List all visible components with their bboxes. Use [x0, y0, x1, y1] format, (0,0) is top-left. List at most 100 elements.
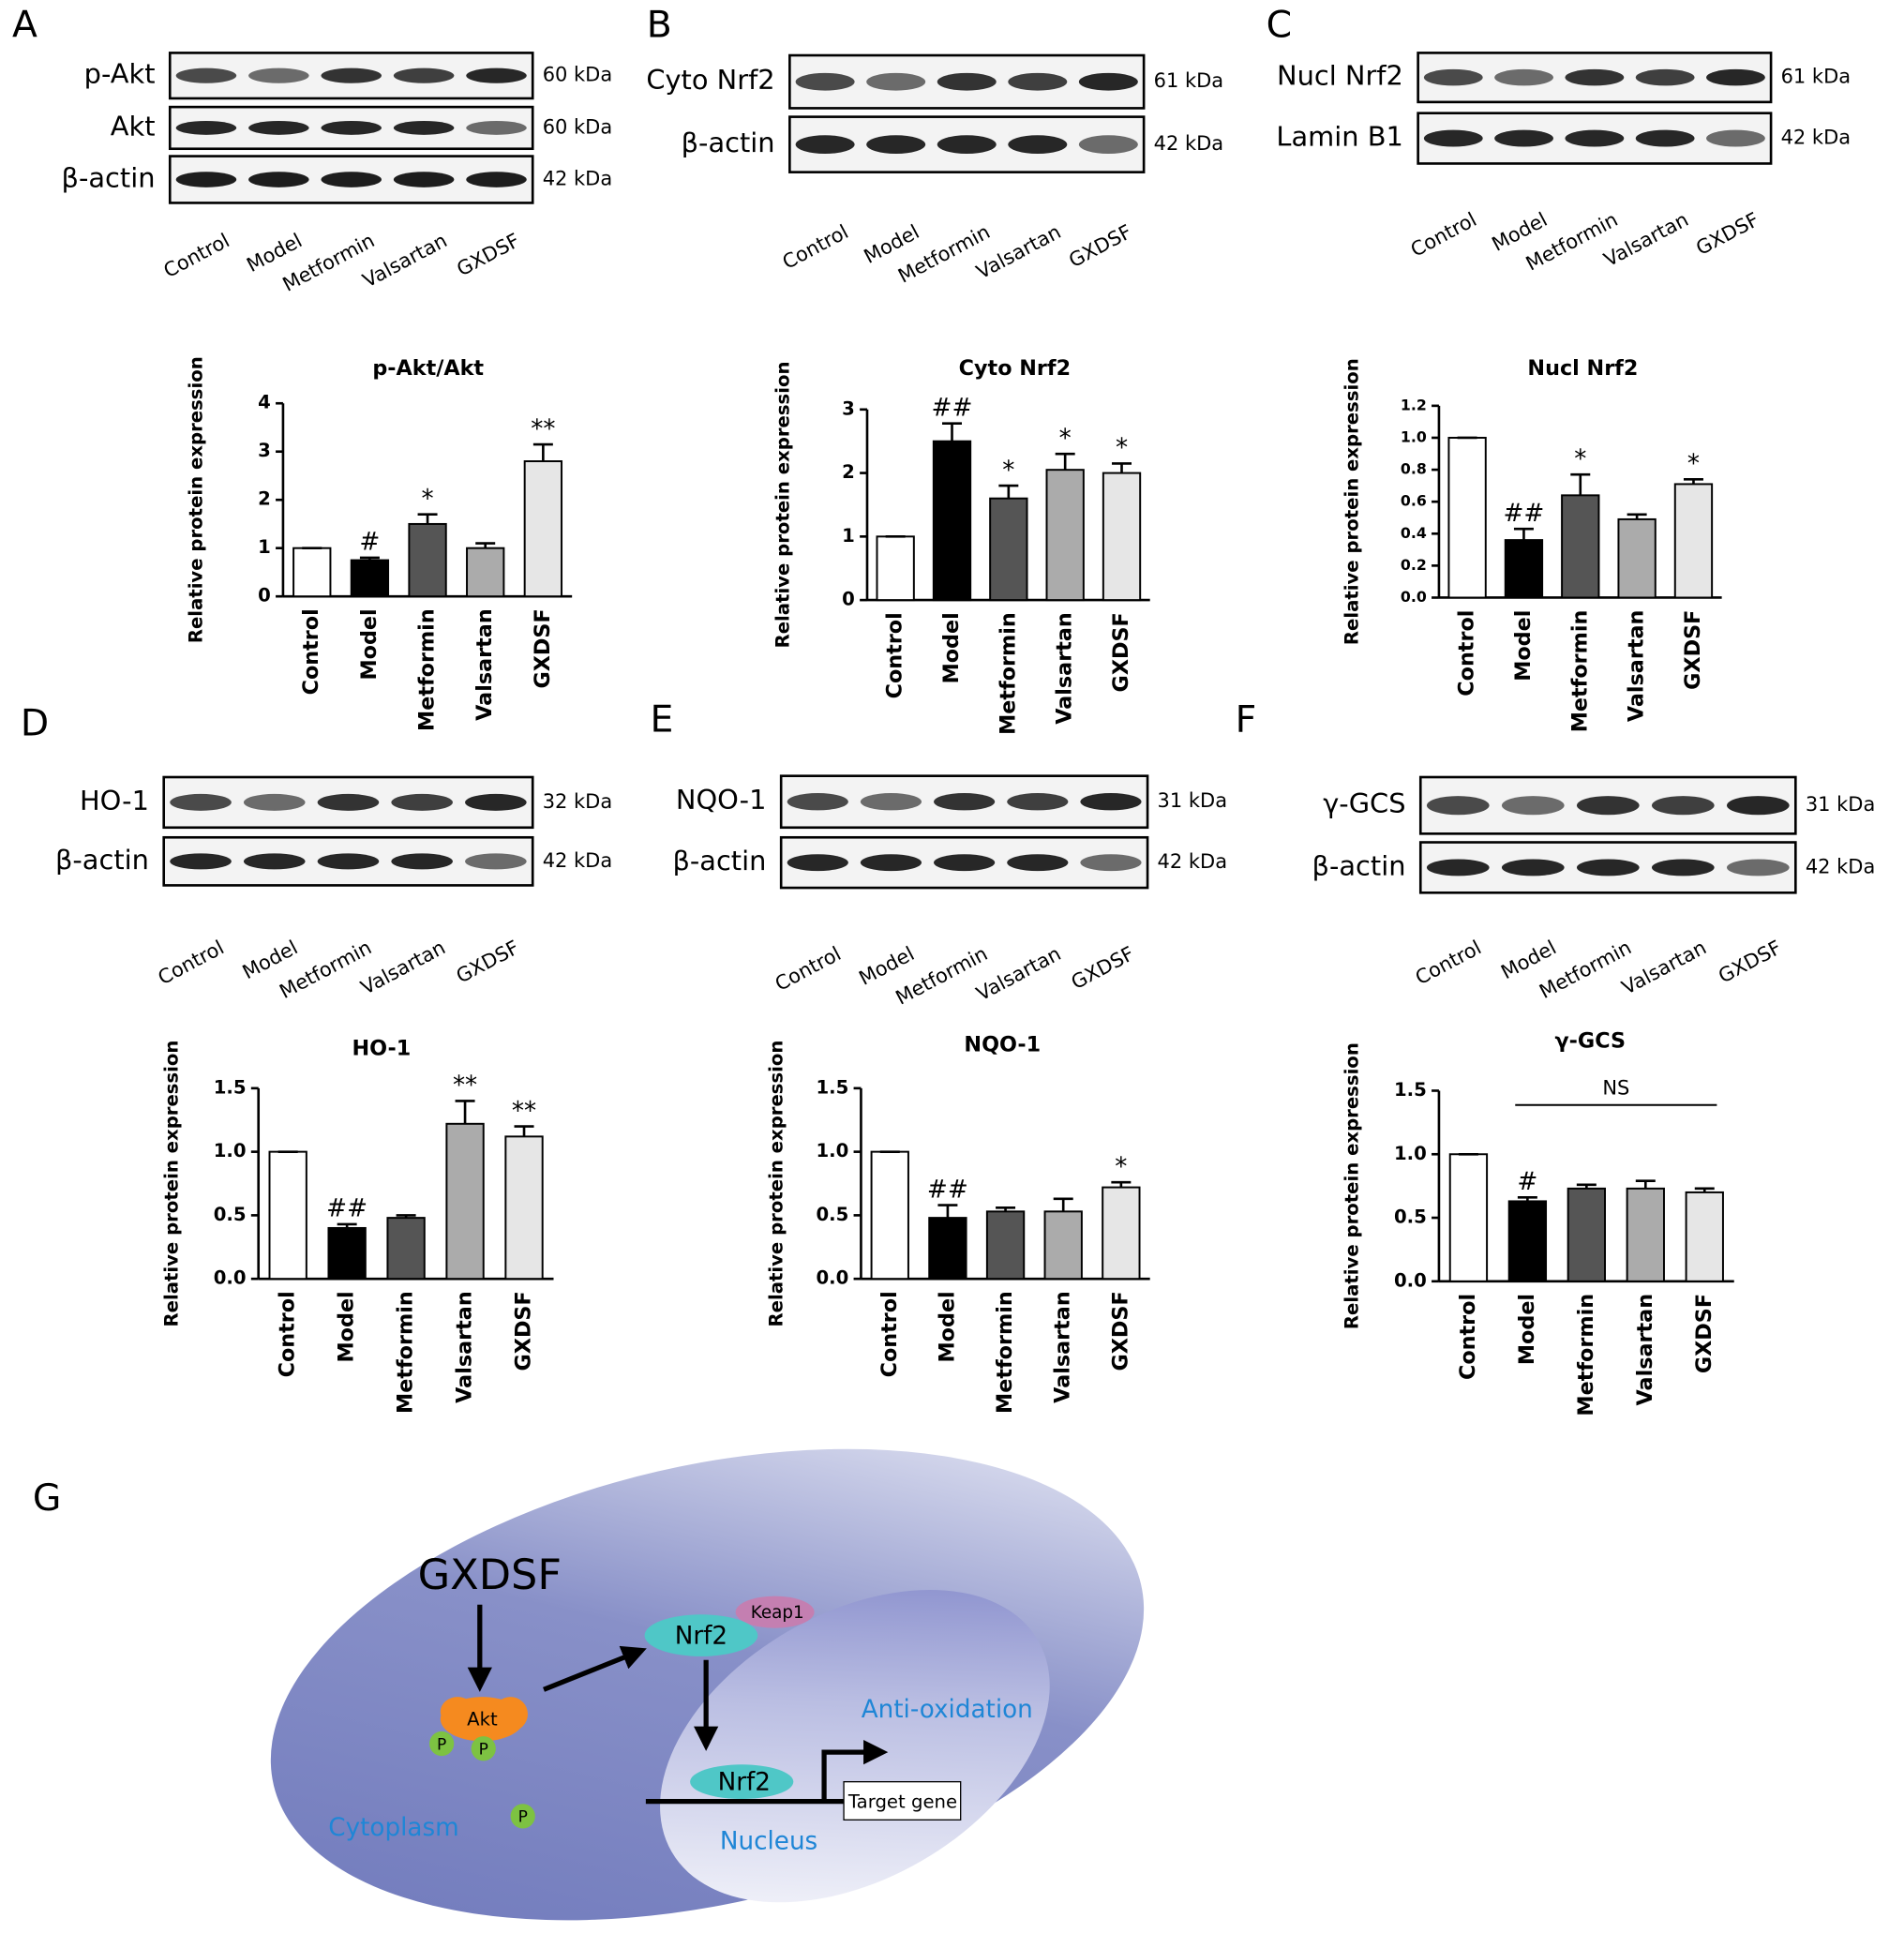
phospho: [510, 1804, 535, 1829]
blot-row-label: Lamin B1: [1276, 121, 1402, 153]
error-bar: [1517, 1196, 1537, 1202]
blot-row-label: β-actin: [55, 844, 149, 876]
y-tick-label: 1.0: [214, 1140, 247, 1161]
blot-row-label: Cyto Nrf2: [646, 64, 774, 96]
blot-kda: 31 kDa: [1806, 793, 1876, 816]
bar: [1673, 483, 1714, 599]
blot-band: [243, 793, 306, 811]
blot-band: [787, 793, 848, 811]
panel-label: C: [1267, 3, 1292, 46]
blot-kda: 42 kDa: [1158, 850, 1228, 873]
blot-band: [391, 853, 453, 870]
arrow: [821, 1740, 889, 1802]
error-bar: [1694, 1187, 1715, 1192]
blot-row-label: β-actin: [682, 127, 775, 158]
x-tick-label: Control: [1456, 1294, 1480, 1380]
blot-band: [1426, 859, 1490, 877]
error-bar: [417, 513, 438, 524]
bar: [989, 497, 1028, 602]
lane-label: GXDSF: [453, 229, 523, 280]
blot-band: [1726, 859, 1790, 877]
significance: **: [453, 1071, 477, 1100]
significance: *: [422, 485, 434, 513]
y-tick-label: 1.0: [1394, 1143, 1427, 1164]
blot-band: [937, 135, 997, 154]
error-bar: [1111, 1180, 1132, 1188]
blot-row-label: p-Akt: [84, 58, 156, 90]
lane-label: Valsartan: [1618, 937, 1710, 999]
drug-label: GXDSF: [418, 1551, 562, 1599]
bar: [1617, 517, 1657, 599]
x-tick-label: Control: [276, 1291, 300, 1377]
blot-band: [1494, 68, 1553, 86]
y-tick-label: 2: [258, 488, 271, 510]
blot-band: [795, 135, 855, 154]
x-tick-label: GXDSF: [531, 608, 555, 688]
blot-band: [1080, 854, 1142, 872]
blot-kda: 42 kDa: [1781, 127, 1851, 149]
blot-band: [1423, 129, 1483, 147]
error-bar: [1055, 452, 1075, 471]
significance: #: [359, 529, 380, 557]
panel-label: A: [12, 3, 37, 46]
significance: #: [1517, 1168, 1537, 1196]
panel-label: G: [33, 1476, 62, 1520]
y-tick-label: 0: [258, 585, 271, 607]
lane-label: Valsartan: [359, 229, 451, 292]
blot-band: [391, 793, 453, 811]
lane-label: Control: [1412, 937, 1485, 990]
error-bar: [998, 484, 1019, 499]
x-tick-label: Valsartan: [1051, 1291, 1075, 1403]
keap1-shape: [735, 1596, 815, 1628]
bar: [523, 460, 563, 598]
bar: [1447, 436, 1487, 599]
nrf2-label: Nrf2: [718, 1768, 771, 1796]
y-tick-label: 0.5: [214, 1204, 247, 1225]
blot-band: [860, 854, 922, 872]
y-tick-label: 4: [258, 392, 271, 413]
lane-label: GXDSF: [1715, 937, 1785, 988]
nucleus-shape: [660, 1589, 1050, 1903]
blot-band: [393, 67, 455, 83]
error-bar: [455, 1100, 475, 1124]
blot-row-label: γ-GCS: [1323, 787, 1405, 819]
blot-row-label: Akt: [111, 110, 156, 142]
blot-band: [317, 793, 380, 811]
bar: [292, 547, 332, 598]
y-tick-label: 1.0: [1401, 427, 1427, 445]
bar: [870, 1150, 909, 1281]
blot-band: [866, 72, 926, 91]
bar: [504, 1135, 544, 1281]
blot-band: [1494, 129, 1553, 147]
y-tick-label: 0.4: [1401, 524, 1427, 542]
pathway-diagram: GXDSF Akt P P P Keap1 Nrf2 Nrf2 Target g…: [270, 1448, 1145, 1921]
blot-band: [393, 172, 455, 187]
bracket-label: NS: [1602, 1077, 1629, 1100]
phospho: [429, 1731, 455, 1757]
y-axis-label: Relative protein expression: [1342, 358, 1363, 645]
x-tick-label: Valsartan: [453, 1291, 477, 1403]
blot-band: [321, 67, 382, 83]
bar: [466, 547, 505, 598]
nrf2-shape: [690, 1764, 794, 1800]
lane-label: Control: [779, 220, 852, 274]
significance: **: [512, 1097, 536, 1125]
blot-band: [248, 67, 309, 83]
blot-band: [170, 853, 232, 870]
x-tick-label: Model: [1515, 1294, 1539, 1365]
blot-band: [321, 172, 382, 187]
bar: [1507, 1200, 1548, 1282]
x-tick-label: Metformin: [415, 608, 440, 731]
blot-band: [466, 120, 527, 135]
x-tick-label: Control: [877, 1291, 902, 1377]
blot-band: [465, 793, 527, 811]
bar: [1626, 1187, 1665, 1282]
lane-label: GXDSF: [1068, 942, 1138, 994]
significance: *: [1116, 434, 1128, 462]
error-bar: [396, 1214, 416, 1219]
blot-kda: 31 kDa: [1158, 789, 1228, 812]
x-tick-label: Model: [1511, 610, 1536, 682]
blot-kda: 42 kDa: [543, 168, 613, 190]
blot-band: [1576, 796, 1640, 816]
blot-band: [795, 72, 855, 91]
